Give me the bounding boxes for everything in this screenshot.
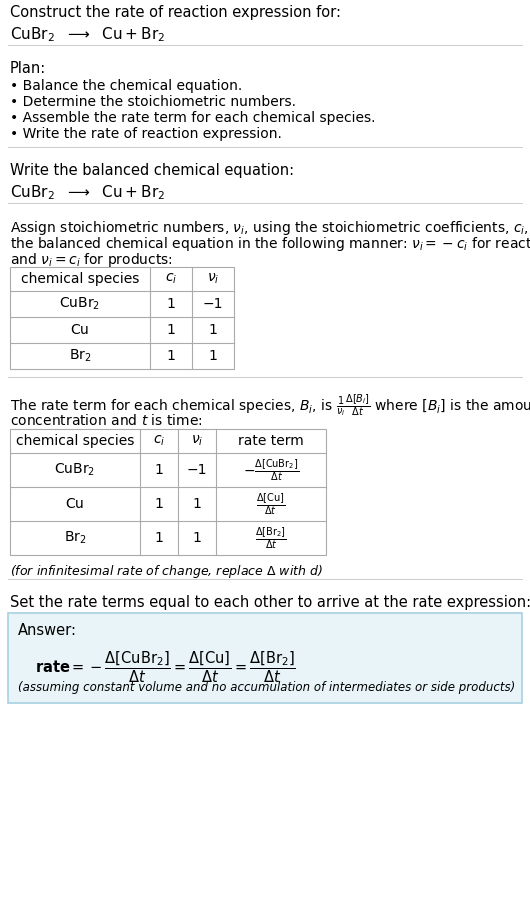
Text: $\mathrm{Br_2}$: $\mathrm{Br_2}$ <box>69 348 91 364</box>
Text: 1: 1 <box>166 297 175 311</box>
Text: −1: −1 <box>187 463 207 477</box>
Text: Plan:: Plan: <box>10 61 46 76</box>
Text: $\mathrm{CuBr_2}$  $\longrightarrow$  $\mathrm{Cu + Br_2}$: $\mathrm{CuBr_2}$ $\longrightarrow$ $\ma… <box>10 183 165 202</box>
Text: • Assemble the rate term for each chemical species.: • Assemble the rate term for each chemic… <box>10 111 375 125</box>
Text: $\mathbf{rate} = -\dfrac{\Delta[\mathrm{CuBr_2}]}{\Delta t} = \dfrac{\Delta[\mat: $\mathbf{rate} = -\dfrac{\Delta[\mathrm{… <box>35 649 296 684</box>
Text: 1: 1 <box>155 497 163 511</box>
Text: 1: 1 <box>192 531 201 545</box>
Text: Construct the rate of reaction expression for:: Construct the rate of reaction expressio… <box>10 5 341 20</box>
Text: 1: 1 <box>209 323 217 337</box>
Text: The rate term for each chemical species, $B_i$, is $\frac{1}{\nu_i}\frac{\Delta[: The rate term for each chemical species,… <box>10 393 530 419</box>
Text: −1: −1 <box>203 297 223 311</box>
Text: $\frac{\Delta[\mathrm{Br_2}]}{\Delta t}$: $\frac{\Delta[\mathrm{Br_2}]}{\Delta t}$ <box>255 525 287 551</box>
Text: Write the balanced chemical equation:: Write the balanced chemical equation: <box>10 163 294 178</box>
Text: $\nu_i$: $\nu_i$ <box>207 272 219 287</box>
Text: $\mathrm{CuBr_2}$  $\longrightarrow$  $\mathrm{Cu + Br_2}$: $\mathrm{CuBr_2}$ $\longrightarrow$ $\ma… <box>10 25 165 44</box>
Text: $\mathrm{Cu}$: $\mathrm{Cu}$ <box>70 323 90 337</box>
Text: $\mathrm{CuBr_2}$: $\mathrm{CuBr_2}$ <box>55 461 95 478</box>
Text: concentration and $t$ is time:: concentration and $t$ is time: <box>10 413 202 428</box>
Text: $c_i$: $c_i$ <box>153 434 165 449</box>
Text: 1: 1 <box>166 323 175 337</box>
FancyBboxPatch shape <box>8 613 522 703</box>
Text: chemical species: chemical species <box>16 434 134 448</box>
Text: 1: 1 <box>155 531 163 545</box>
Bar <box>10 429 326 555</box>
Text: (assuming constant volume and no accumulation of intermediates or side products): (assuming constant volume and no accumul… <box>18 681 515 694</box>
Text: 1: 1 <box>209 349 217 363</box>
Text: • Balance the chemical equation.: • Balance the chemical equation. <box>10 79 242 93</box>
Text: 1: 1 <box>192 497 201 511</box>
Text: $\mathrm{Cu}$: $\mathrm{Cu}$ <box>65 497 85 511</box>
Text: chemical species: chemical species <box>21 272 139 286</box>
Text: Set the rate terms equal to each other to arrive at the rate expression:: Set the rate terms equal to each other t… <box>10 595 530 610</box>
Text: and $\nu_i = c_i$ for products:: and $\nu_i = c_i$ for products: <box>10 251 173 269</box>
Text: rate term: rate term <box>238 434 304 448</box>
Bar <box>10 267 234 369</box>
Text: • Determine the stoichiometric numbers.: • Determine the stoichiometric numbers. <box>10 95 296 109</box>
Text: the balanced chemical equation in the following manner: $\nu_i = -c_i$ for react: the balanced chemical equation in the fo… <box>10 235 530 253</box>
Text: $-\frac{\Delta[\mathrm{CuBr_2}]}{\Delta t}$: $-\frac{\Delta[\mathrm{CuBr_2}]}{\Delta … <box>243 457 299 483</box>
Text: 1: 1 <box>155 463 163 477</box>
Text: Assign stoichiometric numbers, $\nu_i$, using the stoichiometric coefficients, $: Assign stoichiometric numbers, $\nu_i$, … <box>10 219 530 237</box>
Text: 1: 1 <box>166 349 175 363</box>
Text: • Write the rate of reaction expression.: • Write the rate of reaction expression. <box>10 127 282 141</box>
Text: $\frac{\Delta[\mathrm{Cu}]}{\Delta t}$: $\frac{\Delta[\mathrm{Cu}]}{\Delta t}$ <box>257 491 286 517</box>
Text: $\mathrm{Br_2}$: $\mathrm{Br_2}$ <box>64 530 86 546</box>
Text: $c_i$: $c_i$ <box>165 272 177 287</box>
Text: Answer:: Answer: <box>18 623 77 638</box>
Text: $\nu_i$: $\nu_i$ <box>191 434 203 449</box>
Text: $\mathrm{CuBr_2}$: $\mathrm{CuBr_2}$ <box>59 296 101 312</box>
Text: (for infinitesimal rate of change, replace $\Delta$ with $d$): (for infinitesimal rate of change, repla… <box>10 563 323 580</box>
